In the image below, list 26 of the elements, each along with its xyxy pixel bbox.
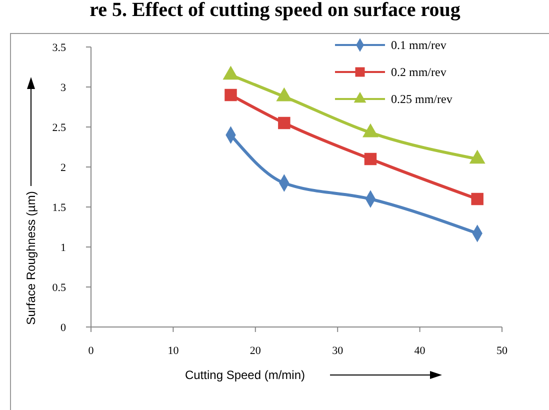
point xyxy=(471,192,484,206)
point xyxy=(222,66,239,80)
y-tick-label: 1 xyxy=(60,242,66,254)
point xyxy=(276,87,292,102)
y-tick-label: 0.5 xyxy=(52,282,66,294)
legend-label: 0.1 mm/rev xyxy=(391,38,446,52)
y-tick-label: 2 xyxy=(60,162,66,174)
x-tick-label: 50 xyxy=(496,345,508,357)
x-tick-label: 20 xyxy=(250,345,262,357)
y-axis-title: Surface Roughness (µm) xyxy=(24,191,38,325)
y-tick-label: 3 xyxy=(60,82,66,94)
legend-label: 0.2 mm/rev xyxy=(391,65,446,79)
legend-label: 0.25 mm/rev xyxy=(391,92,452,106)
point xyxy=(278,116,290,130)
chart-title: re 5. Effect of cutting speed on surface roug xyxy=(90,0,460,21)
y-tick-label: 2.5 xyxy=(52,122,66,134)
point xyxy=(364,152,377,166)
point xyxy=(224,88,237,102)
x-tick-label: 10 xyxy=(168,345,180,357)
x-tick-label: 30 xyxy=(332,345,344,357)
x-axis-title: Cutting Speed (m/min) xyxy=(184,368,306,382)
y-tick-label: 1.5 xyxy=(52,202,66,214)
x-tick-label: 40 xyxy=(414,345,426,357)
x-tick-label: 0 xyxy=(88,345,94,357)
y-tick-label: 3.5 xyxy=(52,42,66,54)
y-tick-label: 0 xyxy=(60,322,66,334)
